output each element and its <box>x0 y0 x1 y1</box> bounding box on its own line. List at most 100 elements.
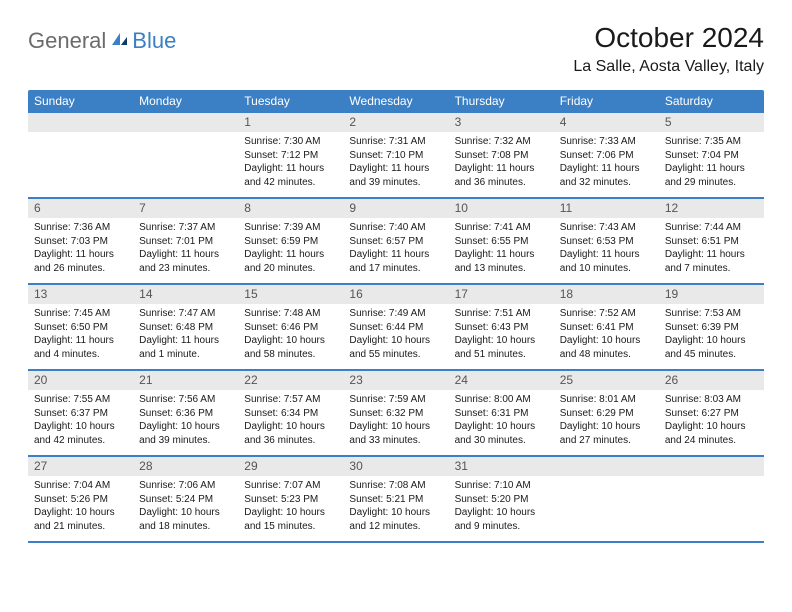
sunset-text: Sunset: 6:57 PM <box>349 235 442 249</box>
month-year: October 2024 <box>573 22 764 54</box>
calendar-week-row: 6Sunrise: 7:36 AMSunset: 7:03 PMDaylight… <box>28 198 764 284</box>
sunset-text: Sunset: 5:23 PM <box>244 493 337 507</box>
brand-logo: General Blue <box>28 22 176 54</box>
sunset-text: Sunset: 6:44 PM <box>349 321 442 335</box>
calendar-cell <box>554 456 659 542</box>
weekday-header: Saturday <box>659 90 764 113</box>
day-number: 11 <box>554 199 659 218</box>
sunrise-text: Sunrise: 7:08 AM <box>349 479 442 493</box>
sunrise-text: Sunrise: 7:36 AM <box>34 221 127 235</box>
day-number: 6 <box>28 199 133 218</box>
calendar-cell: 20Sunrise: 7:55 AMSunset: 6:37 PMDayligh… <box>28 370 133 456</box>
sunset-text: Sunset: 6:32 PM <box>349 407 442 421</box>
day-number: 1 <box>238 113 343 132</box>
day-body: Sunrise: 7:41 AMSunset: 6:55 PMDaylight:… <box>449 218 554 283</box>
calendar-week-row: 1Sunrise: 7:30 AMSunset: 7:12 PMDaylight… <box>28 113 764 198</box>
daylight-text: Daylight: 11 hours and 42 minutes. <box>244 162 337 189</box>
day-body: Sunrise: 7:44 AMSunset: 6:51 PMDaylight:… <box>659 218 764 283</box>
brand-word-1: General <box>28 28 106 54</box>
day-number: 28 <box>133 457 238 476</box>
day-number: 2 <box>343 113 448 132</box>
header: General Blue October 2024 La Salle, Aost… <box>28 22 764 76</box>
sunrise-text: Sunrise: 7:10 AM <box>455 479 548 493</box>
calendar-cell <box>28 113 133 198</box>
day-body: Sunrise: 7:43 AMSunset: 6:53 PMDaylight:… <box>554 218 659 283</box>
daylight-text: Daylight: 10 hours and 12 minutes. <box>349 506 442 533</box>
day-body: Sunrise: 8:03 AMSunset: 6:27 PMDaylight:… <box>659 390 764 455</box>
day-body: Sunrise: 7:04 AMSunset: 5:26 PMDaylight:… <box>28 476 133 541</box>
daylight-text: Daylight: 11 hours and 4 minutes. <box>34 334 127 361</box>
day-body: Sunrise: 7:40 AMSunset: 6:57 PMDaylight:… <box>343 218 448 283</box>
calendar-cell: 12Sunrise: 7:44 AMSunset: 6:51 PMDayligh… <box>659 198 764 284</box>
day-number: 29 <box>238 457 343 476</box>
day-number: 14 <box>133 285 238 304</box>
sunrise-text: Sunrise: 7:49 AM <box>349 307 442 321</box>
day-body-empty <box>554 476 659 532</box>
day-number: 23 <box>343 371 448 390</box>
day-number: 8 <box>238 199 343 218</box>
calendar-table: Sunday Monday Tuesday Wednesday Thursday… <box>28 90 764 543</box>
sunset-text: Sunset: 6:43 PM <box>455 321 548 335</box>
calendar-cell <box>659 456 764 542</box>
day-number: 16 <box>343 285 448 304</box>
day-number: 27 <box>28 457 133 476</box>
daylight-text: Daylight: 11 hours and 23 minutes. <box>139 248 232 275</box>
day-body: Sunrise: 7:49 AMSunset: 6:44 PMDaylight:… <box>343 304 448 369</box>
calendar-week-row: 27Sunrise: 7:04 AMSunset: 5:26 PMDayligh… <box>28 456 764 542</box>
sunset-text: Sunset: 6:27 PM <box>665 407 758 421</box>
calendar-cell <box>133 113 238 198</box>
sunset-text: Sunset: 5:26 PM <box>34 493 127 507</box>
sunset-text: Sunset: 6:55 PM <box>455 235 548 249</box>
daylight-text: Daylight: 10 hours and 27 minutes. <box>560 420 653 447</box>
sunset-text: Sunset: 6:51 PM <box>665 235 758 249</box>
daylight-text: Daylight: 11 hours and 1 minute. <box>139 334 232 361</box>
calendar-cell: 3Sunrise: 7:32 AMSunset: 7:08 PMDaylight… <box>449 113 554 198</box>
sunrise-text: Sunrise: 7:48 AM <box>244 307 337 321</box>
calendar-cell: 4Sunrise: 7:33 AMSunset: 7:06 PMDaylight… <box>554 113 659 198</box>
day-body: Sunrise: 7:35 AMSunset: 7:04 PMDaylight:… <box>659 132 764 197</box>
day-body: Sunrise: 7:39 AMSunset: 6:59 PMDaylight:… <box>238 218 343 283</box>
daylight-text: Daylight: 11 hours and 26 minutes. <box>34 248 127 275</box>
day-number: 7 <box>133 199 238 218</box>
sunrise-text: Sunrise: 7:07 AM <box>244 479 337 493</box>
day-number-empty <box>659 457 764 476</box>
sunrise-text: Sunrise: 7:56 AM <box>139 393 232 407</box>
page: General Blue October 2024 La Salle, Aost… <box>0 0 792 563</box>
day-number: 13 <box>28 285 133 304</box>
calendar-cell: 24Sunrise: 8:00 AMSunset: 6:31 PMDayligh… <box>449 370 554 456</box>
daylight-text: Daylight: 10 hours and 9 minutes. <box>455 506 548 533</box>
sunrise-text: Sunrise: 7:35 AM <box>665 135 758 149</box>
sunrise-text: Sunrise: 7:40 AM <box>349 221 442 235</box>
daylight-text: Daylight: 11 hours and 17 minutes. <box>349 248 442 275</box>
day-number: 24 <box>449 371 554 390</box>
sunset-text: Sunset: 6:59 PM <box>244 235 337 249</box>
daylight-text: Daylight: 11 hours and 10 minutes. <box>560 248 653 275</box>
calendar-cell: 14Sunrise: 7:47 AMSunset: 6:48 PMDayligh… <box>133 284 238 370</box>
day-number: 12 <box>659 199 764 218</box>
sunrise-text: Sunrise: 7:51 AM <box>455 307 548 321</box>
sunset-text: Sunset: 7:10 PM <box>349 149 442 163</box>
day-body: Sunrise: 7:32 AMSunset: 7:08 PMDaylight:… <box>449 132 554 197</box>
calendar-week-row: 13Sunrise: 7:45 AMSunset: 6:50 PMDayligh… <box>28 284 764 370</box>
daylight-text: Daylight: 11 hours and 29 minutes. <box>665 162 758 189</box>
location: La Salle, Aosta Valley, Italy <box>573 58 764 76</box>
sunrise-text: Sunrise: 7:52 AM <box>560 307 653 321</box>
day-body: Sunrise: 7:45 AMSunset: 6:50 PMDaylight:… <box>28 304 133 369</box>
day-body: Sunrise: 7:57 AMSunset: 6:34 PMDaylight:… <box>238 390 343 455</box>
sunset-text: Sunset: 6:36 PM <box>139 407 232 421</box>
day-number-empty <box>554 457 659 476</box>
daylight-text: Daylight: 11 hours and 7 minutes. <box>665 248 758 275</box>
sunset-text: Sunset: 7:04 PM <box>665 149 758 163</box>
sunset-text: Sunset: 6:37 PM <box>34 407 127 421</box>
sunrise-text: Sunrise: 7:44 AM <box>665 221 758 235</box>
calendar-cell: 21Sunrise: 7:56 AMSunset: 6:36 PMDayligh… <box>133 370 238 456</box>
sunset-text: Sunset: 7:03 PM <box>34 235 127 249</box>
brand-sail-icon <box>110 29 130 54</box>
day-number: 3 <box>449 113 554 132</box>
calendar-cell: 8Sunrise: 7:39 AMSunset: 6:59 PMDaylight… <box>238 198 343 284</box>
day-number: 5 <box>659 113 764 132</box>
daylight-text: Daylight: 11 hours and 13 minutes. <box>455 248 548 275</box>
sunrise-text: Sunrise: 8:03 AM <box>665 393 758 407</box>
day-number: 4 <box>554 113 659 132</box>
title-block: October 2024 La Salle, Aosta Valley, Ita… <box>573 22 764 76</box>
